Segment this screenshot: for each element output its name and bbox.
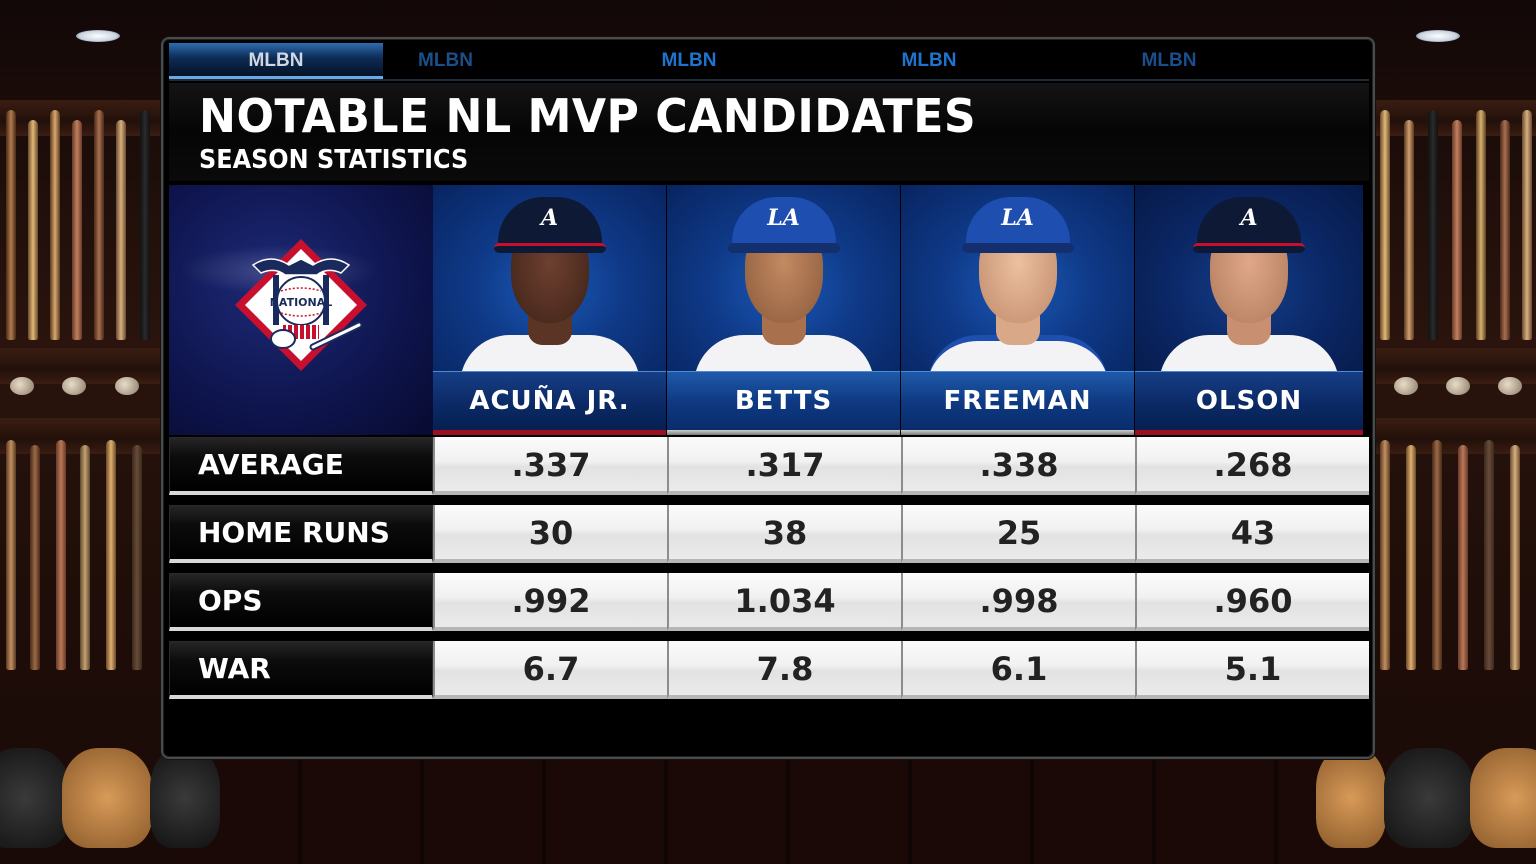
glove-icon [1316,748,1386,848]
stat-label: OPS [169,573,433,631]
network-tab-mlbn: MLBN [901,50,957,71]
stat-value: 38 [667,505,901,563]
stat-value: 5.1 [1135,641,1369,699]
player-photo: A [433,185,666,385]
player-name: OLSON [1195,386,1303,416]
stat-row-home-runs: HOME RUNS 30 38 25 43 [169,505,1369,563]
stat-label: HOME RUNS [169,505,433,563]
network-tab-mlbn: MLBN [1141,50,1197,71]
player-nameplate: FREEMAN [901,371,1134,435]
stat-value: .317 [667,437,901,495]
glove-icon [62,748,152,848]
player-name: BETTS [734,386,833,416]
glove-icon [1470,748,1536,848]
bat-rack-right [1366,100,1536,700]
player-header-acuna: A ACUÑA JR. [433,185,666,435]
network-tab-mlbn: MLBN [661,50,717,71]
player-header-betts: LA BETTS [667,185,900,435]
network-tab-mlbn: MLBN [418,50,473,71]
bat-rack-left [0,100,170,700]
stat-value: 30 [433,505,667,563]
network-tab-bar: MLBN MLBN MLBN MLBN MLBN [169,43,1369,81]
dodgers-cap-icon: LA [961,197,1074,253]
league-logo-cell: NATIONAL [169,185,433,435]
stat-row-war: WAR 6.7 7.8 6.1 5.1 [169,641,1369,699]
stats-graphic-panel: MLBN MLBN MLBN MLBN MLBN NOTABLE NL MVP … [161,37,1375,759]
network-tab-mlbn-active: MLBN [169,43,383,79]
stat-value: .960 [1135,573,1369,631]
stat-value: 7.8 [667,641,901,699]
stat-value: .337 [433,437,667,495]
stat-row-ops: OPS .992 1.034 .998 .960 [169,573,1369,631]
player-name: FREEMAN [943,386,1092,416]
stat-value: .992 [433,573,667,631]
player-header-olson: A OLSON [1135,185,1363,435]
glove-icon [1384,748,1474,848]
page-title: NOTABLE NL MVP CANDIDATES [199,89,977,143]
stat-value: 25 [901,505,1135,563]
dodgers-cap-icon: LA [727,197,840,253]
player-header-freeman: LA FREEMAN [901,185,1134,435]
player-nameplate: OLSON [1135,371,1363,435]
stat-value: .268 [1135,437,1369,495]
title-area: NOTABLE NL MVP CANDIDATES SEASON STATIST… [169,83,1369,181]
ceiling-light-icon [76,30,120,42]
player-photo: A [1135,185,1363,385]
braves-cap-icon: A [1193,197,1305,253]
wood-wall-panel [180,760,1356,864]
player-nameplate: BETTS [667,371,900,435]
stat-value: 6.7 [433,641,667,699]
page-subtitle: SEASON STATISTICS [199,145,469,175]
player-nameplate: ACUÑA JR. [433,371,666,435]
svg-text:NATIONAL: NATIONAL [270,296,333,309]
player-photo: LA [667,185,900,385]
player-photo: LA [901,185,1134,385]
stat-value: 1.034 [667,573,901,631]
braves-cap-icon: A [493,197,606,253]
stat-label: WAR [169,641,433,699]
stat-value: .338 [901,437,1135,495]
glove-icon [150,748,220,848]
glove-icon [0,748,70,848]
stat-row-average: AVERAGE .337 .317 .338 .268 [169,437,1369,495]
stat-value: 6.1 [901,641,1135,699]
ceiling-light-icon [1416,30,1460,42]
stat-value: 43 [1135,505,1369,563]
stat-label: AVERAGE [169,437,433,495]
player-name: ACUÑA JR. [469,386,630,416]
stat-value: .998 [901,573,1135,631]
national-league-logo-icon: NATIONAL [235,239,367,371]
